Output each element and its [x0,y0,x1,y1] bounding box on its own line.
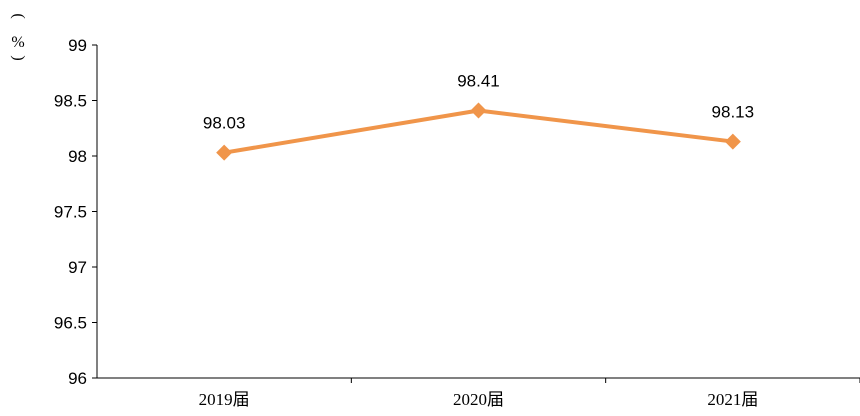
data-label: 98.41 [457,71,500,90]
y-tick-label: 97 [68,258,87,277]
y-tick-label: 98 [68,147,87,166]
y-tick-label: 97.5 [54,203,87,222]
x-tick-label: 2021届 [707,390,758,409]
y-tick-label: 96 [68,369,87,388]
x-tick-label: 2020届 [453,390,504,409]
y-ticks: 96 96.5 97 97.5 98 98.5 99 [54,36,97,388]
y-tick-label: 96.5 [54,314,87,333]
y-axis-label-text: % [11,34,24,51]
data-label: 98.03 [203,114,246,133]
series [216,102,741,161]
axes [96,45,860,379]
y-axis-label-open: ( [10,13,27,18]
x-tick-label: 2019届 [199,390,250,409]
data-label: 98.13 [712,103,755,122]
x-ticks: 2019届 2020届 2021届 [199,378,860,409]
data-labels: 98.03 98.41 98.13 [203,71,754,132]
y-tick-label: 98.5 [54,92,87,111]
data-point-marker [470,102,487,119]
y-tick-label: 99 [68,36,87,55]
y-axis-label: ( % ) [10,13,27,60]
y-axis-label-close: ) [10,55,27,60]
data-point-marker [216,144,233,161]
data-point-marker [724,133,741,150]
